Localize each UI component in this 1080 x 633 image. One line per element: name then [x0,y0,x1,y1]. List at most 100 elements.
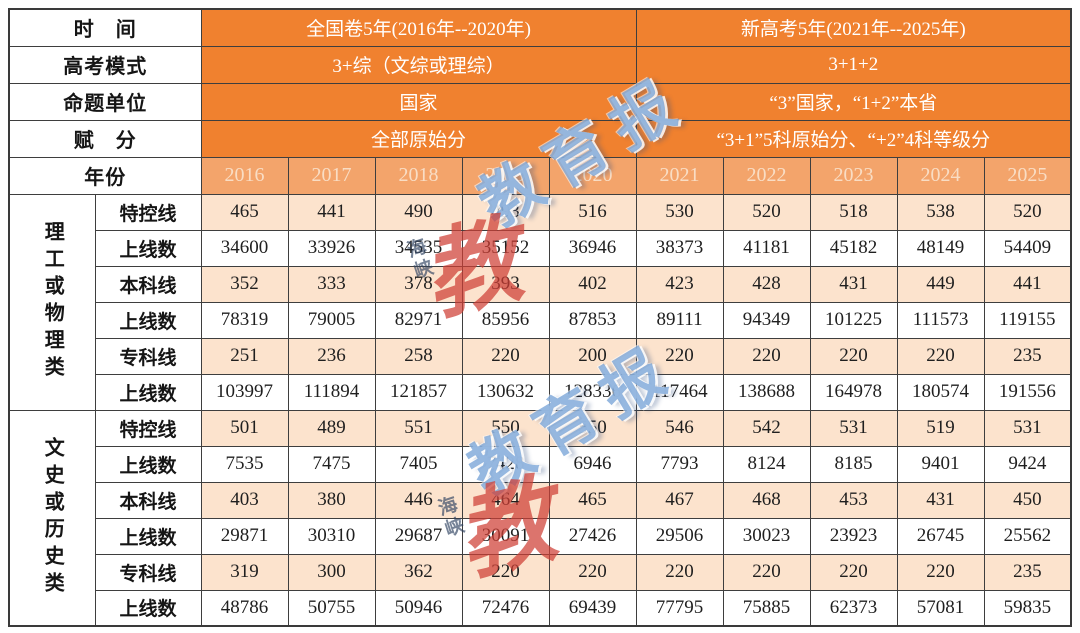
national-exam-cell: 全部原始分 [200,119,637,158]
value-cell: 29506 [635,517,724,555]
value-cell: 50755 [287,589,376,627]
value-cell: 453 [809,481,898,519]
group-label: 理工或物理类 [41,221,64,383]
metric-label-cell: 上线数 [94,301,202,339]
value-cell: 446 [374,481,463,519]
value-cell: 164978 [809,373,898,411]
value-cell: 403 [200,481,289,519]
value-cell: 431 [896,481,985,519]
value-cell: 542 [722,409,811,447]
value-cell: 45182 [809,229,898,267]
value-cell: 57081 [896,589,985,627]
value-cell: 200 [548,337,637,375]
year-cell: 2024 [896,156,985,195]
value-cell: 75885 [722,589,811,627]
value-cell: 501 [200,409,289,447]
value-cell: 220 [461,337,550,375]
value-cell: 111573 [896,301,985,339]
value-cell: 72476 [461,589,550,627]
value-cell: 220 [722,337,811,375]
value-cell: 6946 [548,445,637,483]
national-exam-cell: 全国卷5年(2016年--2020年) [200,8,637,47]
value-cell: 7428 [461,445,550,483]
metric-label-cell: 上线数 [94,589,202,627]
meta-row: 命题单位 国家 “3”国家，“1+2”本省 [8,82,1072,121]
value-cell: 465 [548,481,637,519]
value-cell: 441 [983,265,1072,303]
value-cell: 550 [548,409,637,447]
value-cell: 220 [809,553,898,591]
value-cell: 465 [200,193,289,231]
value-cell: 191556 [983,373,1072,411]
value-cell: 8124 [722,445,811,483]
metric-label-cell: 上线数 [94,229,202,267]
metric-label-cell: 上线数 [94,373,202,411]
value-cell: 130632 [461,373,550,411]
value-cell: 378 [374,265,463,303]
year-cell: 2016 [200,156,289,195]
value-cell: 7793 [635,445,724,483]
value-cell: 520 [722,193,811,231]
value-cell: 33926 [287,229,376,267]
value-cell: 119155 [983,301,1072,339]
table-row: 理工或物理类 特控线 465 441 490 493 516 530 520 518 538 520 [8,193,1072,411]
national-exam-cell: 国家 [200,82,637,121]
meta-row: 赋 分全部原始分 “3+1”5科原始分、“+2”4科等级分 [8,119,1072,158]
value-cell: 220 [722,553,811,591]
table-row: 上线数 78319 79005 82971 85956 87853 89111 94349 10… [9,301,1072,339]
value-cell: 431 [809,265,898,303]
table-row: 文史或历史类 特控线 501 489 551 550 550 546 542 531 519 531 [8,409,1072,627]
new-gaokao-cell: 新高考5年(2021年--2025年) [635,8,1072,47]
value-cell: 220 [809,337,898,375]
value-cell: 9424 [983,445,1072,483]
year-label-cell: 年份 [8,156,202,195]
new-gaokao-cell: “3+1”5科原始分、“+2”4科等级分 [635,119,1072,158]
meta-row: 时 间全国卷5年(2016年--2020年) 新高考5年(2021年--2025年… [8,8,1072,47]
value-cell: 519 [896,409,985,447]
meta-label-cell: 时 间 [8,8,202,47]
value-cell: 380 [287,481,376,519]
table-row: 上线数 29871 30310 29687 30091 27426 29506 30023 23… [9,517,1072,555]
value-cell: 220 [896,337,985,375]
value-cell: 531 [809,409,898,447]
group-label-cell: 理工或物理类 [8,193,96,411]
value-cell: 117464 [635,373,724,411]
year-cell: 2025 [983,156,1072,195]
value-cell: 220 [896,553,985,591]
table-row: 本科线 403 380 446 464 465 467 468 453 431 450 [9,481,1072,519]
value-cell: 121857 [374,373,463,411]
meta-label-cell: 高考模式 [8,45,202,84]
year-cell: 2020 [548,156,637,195]
year-cell: 2021 [635,156,724,195]
group-label-cell: 文史或历史类 [8,409,96,627]
value-cell: 220 [548,553,637,591]
value-cell: 235 [983,337,1072,375]
value-cell: 362 [374,553,463,591]
table-row: 专科线 251 236 258 220 200 220 220 220 220 235 [9,337,1072,375]
value-cell: 180574 [896,373,985,411]
new-gaokao-cell: “3”国家，“1+2”本省 [635,82,1072,121]
value-cell: 319 [200,553,289,591]
value-cell: 111894 [287,373,376,411]
value-cell: 30310 [287,517,376,555]
value-cell: 493 [461,193,550,231]
year-cell: 2019 [461,156,550,195]
metric-label-cell: 特控线 [94,409,202,447]
value-cell: 516 [548,193,637,231]
value-cell: 30023 [722,517,811,555]
value-cell: 62373 [809,589,898,627]
gaokao-comparison-table: 时 间全国卷5年(2016年--2020年) 新高考5年(2021年--2025年… [8,8,1073,627]
value-cell: 87853 [548,301,637,339]
value-cell: 449 [896,265,985,303]
meta-label-cell: 赋 分 [8,119,202,158]
value-cell: 128336 [548,373,637,411]
value-cell: 489 [287,409,376,447]
year-cell: 2022 [722,156,811,195]
value-cell: 30091 [461,517,550,555]
value-cell: 467 [635,481,724,519]
metric-label-cell: 专科线 [94,553,202,591]
metric-label-cell: 本科线 [94,265,202,303]
value-cell: 220 [635,337,724,375]
value-cell: 300 [287,553,376,591]
value-cell: 352 [200,265,289,303]
